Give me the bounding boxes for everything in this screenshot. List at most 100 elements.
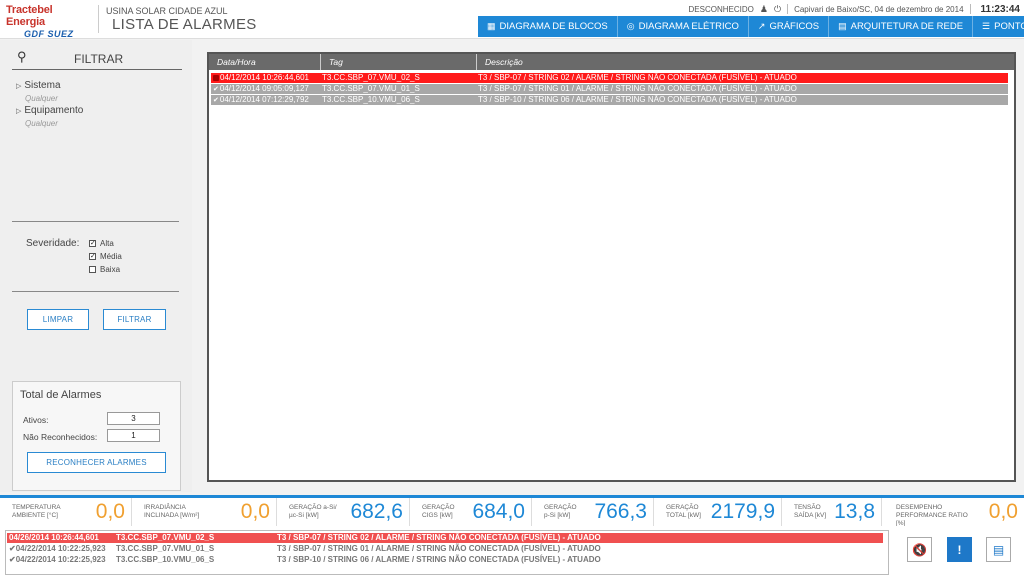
metric-value: 684,0 [472,500,525,523]
power-icon[interactable]: ⏻ [773,3,782,14]
nav-diagrama-blocos[interactable]: ▦ DIAGRAMA DE BLOCOS [478,16,618,37]
list-description: T3 / SBP-07 / STRING 02 / ALARME / STRIN… [277,533,601,542]
recent-alarms-list: 04/26/2014 10:26:44,601 T3.CC.SBP_07.VMU… [5,530,889,575]
row-datetime: 04/12/2014 07:12:29,792 [219,95,309,104]
checkbox-media[interactable]: ✓ Média [89,252,122,261]
tree-label: Sistema [24,80,61,91]
tree-value: Qualquer [25,119,58,128]
list-tag: T3.CC.SBP_07.VMU_02_S [116,533,215,542]
divider [12,221,179,222]
metric-value: 766,3 [594,500,647,523]
metric-geracao-psi: GERAÇÃO p-Si [kW] 766,3 [532,498,654,526]
nav-ponto-a-ponto[interactable]: ☰ PONTO A PONTO [973,16,1024,37]
table-row[interactable]: ✔04/12/2014 07:12:29,792 T3.CC.SBP_10.VM… [211,95,1008,105]
metric-label: GERAÇÃO CIGS [kW] [422,504,455,519]
brand-sub: GDF SUEZ [24,29,74,39]
list-datetime-cell: ✔04/22/2014 10:22:25,923 [9,544,106,554]
checkbox-alta[interactable]: ✓ Alta [89,239,114,248]
filter-button[interactable]: FILTRAR [103,309,166,330]
acknowledged-icon: ✔ [9,544,16,553]
row-datetime: 04/12/2014 09:05:09,127 [219,84,309,93]
metric-irradiancia: IRRADIÂNCIA INCLINADA [W/m²] 0,0 [132,498,277,526]
row-description: T3 / SBP-07 / STRING 02 / ALARME / STRIN… [478,73,797,82]
alarm-list-button[interactable]: ▤ [986,537,1011,562]
metrics-bar: TEMPERATURA AMBIENTE [°C] 0,0 IRRADIÂNCI… [0,495,1024,527]
metric-temperatura: TEMPERATURA AMBIENTE [°C] 0,0 [0,498,132,526]
table-header: Data/Hora Tag Descrição [209,54,1014,70]
eye-icon: ◎ [626,21,635,31]
filter-header: ⚲ FILTRAR [12,48,182,70]
column-tag[interactable]: Tag [321,54,477,70]
checkbox-baixa[interactable]: Baixa [89,265,120,274]
unack-count: 1 [107,429,160,442]
active-label: Ativos: [23,415,49,425]
clear-button[interactable]: LIMPAR [27,309,89,330]
list-datetime: 04/22/2014 10:22:25,923 [15,544,106,553]
alarm-totals-panel: Total de Alarmes Ativos: 3 Não Reconheci… [12,381,181,491]
tree-item-sistema[interactable]: ▷ Sistema [16,80,61,91]
acknowledged-icon: ✔ [9,555,16,564]
alarm-icon: ! [957,542,962,557]
alarm-list-icon: ▤ [992,542,1005,557]
divider [12,291,179,292]
nav-arquitetura-rede[interactable]: ▤ ARQUITETURA DE REDE [829,16,974,37]
mute-alarm-button[interactable]: 🔇 [907,537,932,562]
list-tag: T3.CC.SBP_07.VMU_01_S [116,544,215,553]
metric-value: 0,0 [988,500,1018,523]
metric-label: IRRADIÂNCIA INCLINADA [W/m²] [144,504,200,519]
list-item[interactable]: 04/26/2014 10:26:44,601 T3.CC.SBP_07.VMU… [7,533,883,543]
tree-label: Equipamento [24,105,84,116]
acknowledged-icon: ✔ [213,97,219,104]
status-bar: DESCONHECIDO ♟ ⏻ Capivari de Baixo/SC, 0… [689,3,1020,15]
app-subtitle: USINA SOLAR CIDADE AZUL [106,6,228,16]
caret-right-icon: ▷ [16,108,22,115]
metric-label: GERAÇÃO TOTAL [kW] [666,504,701,519]
nav-graficos[interactable]: ↗ GRÁFICOS [749,16,830,37]
list-item[interactable]: ✔04/22/2014 10:22:25,923 T3.CC.SBP_07.VM… [7,544,883,554]
alarm-icon [213,74,219,81]
metric-geracao-cigs: GERAÇÃO CIGS [kW] 684,0 [410,498,532,526]
metric-geracao-asi: GERAÇÃO a-Si/µc-Si [kW] 682,6 [277,498,410,526]
row-datetime: 04/12/2014 10:26:44,601 [220,73,309,82]
checkbox-label: Alta [100,239,114,248]
divider [969,4,971,14]
location-date: Capivari de Baixo/SC, 04 de dezembro de … [794,4,964,14]
list-item[interactable]: ✔04/22/2014 10:22:25,923 T3.CC.SBP_10.VM… [7,555,883,565]
metric-label: DESEMPENHO PERFORMANCE RATIO [%] [896,504,968,527]
tree-item-equipamento[interactable]: ▷ Equipamento [16,105,83,116]
table-row[interactable]: 04/12/2014 10:26:44,601 T3.CC.SBP_07.VMU… [211,73,1008,83]
row-datetime-cell: ✔04/12/2014 09:05:09,127 [213,84,309,95]
list-description: T3 / SBP-10 / STRING 06 / ALARME / STRIN… [277,555,601,564]
nav-label: DIAGRAMA DE BLOCOS [499,21,608,32]
list-datetime-cell: ✔04/22/2014 10:22:25,923 [9,555,106,565]
metric-desempenho: DESEMPENHO PERFORMANCE RATIO [%] 0,0 [882,498,1024,527]
acknowledge-alarms-button[interactable]: RECONHECER ALARMES [27,452,166,473]
filter-title: FILTRAR [74,52,124,66]
metric-value: 0,0 [95,500,125,523]
metric-label: GERAÇÃO a-Si/µc-Si [kW] [289,504,337,519]
metric-label: GERAÇÃO p-Si [kW] [544,504,577,519]
search-icon: ⚲ [17,49,27,64]
user-icon[interactable]: ♟ [759,3,768,14]
checkbox-box [89,266,96,273]
alarm-button[interactable]: ! [947,537,972,562]
row-tag: T3.CC.SBP_07.VMU_02_S [322,73,420,82]
active-count: 3 [107,412,160,425]
filter-sidebar: ⚲ FILTRAR ▷ Sistema Qualquer ▷ Equipamento… [0,40,192,492]
block-diagram-icon: ▦ [487,21,496,31]
column-datetime[interactable]: Data/Hora [209,54,321,70]
alarm-table: Data/Hora Tag Descrição 04/12/2014 10:26… [207,52,1016,482]
metric-label: TENSÃO SAÍDA [kV] [794,504,827,519]
list-description: T3 / SBP-07 / STRING 01 / ALARME / STRIN… [277,544,601,553]
header: Tractebel Energia GDF SUEZ USINA SOLAR C… [0,0,1024,39]
table-row[interactable]: ✔04/12/2014 09:05:09,127 T3.CC.SBP_07.VM… [211,84,1008,94]
checkbox-box: ✓ [89,240,96,247]
clock: 11:23:44 [980,3,1020,15]
row-description: T3 / SBP-10 / STRING 06 / ALARME / STRIN… [478,95,797,104]
metric-value: 2179,9 [710,500,775,523]
column-description[interactable]: Descrição [485,57,523,67]
acknowledged-icon: ✔ [213,86,219,93]
tree-value: Qualquer [25,94,58,103]
nav-diagrama-eletrico[interactable]: ◎ DIAGRAMA ELÉTRICO [618,16,749,37]
user-name: DESCONHECIDO [688,4,754,14]
